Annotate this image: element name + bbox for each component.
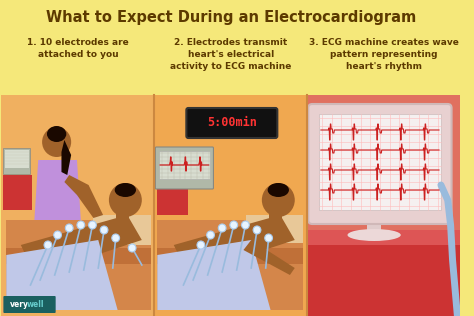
Text: 2. Electrodes transmit
heart's electrical
activity to ECG machine: 2. Electrodes transmit heart's electrica… — [170, 38, 292, 70]
Circle shape — [207, 231, 214, 239]
Circle shape — [77, 221, 85, 229]
Text: 1. 10 electrodes are
attached to you: 1. 10 electrodes are attached to you — [27, 38, 129, 59]
Bar — [155, 95, 307, 316]
Text: What to Expect During an Electrocardiogram: What to Expect During an Electrocardiogr… — [46, 10, 416, 25]
Bar — [159, 151, 210, 179]
Bar — [246, 215, 302, 243]
Text: 5:00min: 5:00min — [207, 117, 257, 130]
Ellipse shape — [47, 126, 66, 142]
Circle shape — [219, 224, 226, 232]
Bar — [269, 213, 282, 225]
Circle shape — [230, 221, 237, 229]
Circle shape — [54, 231, 62, 239]
Circle shape — [262, 183, 295, 217]
Bar — [157, 185, 188, 215]
FancyBboxPatch shape — [186, 108, 277, 138]
Circle shape — [265, 234, 273, 242]
Circle shape — [100, 226, 108, 234]
Ellipse shape — [268, 183, 289, 197]
Polygon shape — [34, 160, 81, 220]
Ellipse shape — [347, 229, 401, 241]
FancyBboxPatch shape — [3, 296, 55, 313]
Bar — [307, 230, 460, 245]
Circle shape — [44, 241, 52, 249]
Bar — [307, 95, 460, 316]
Polygon shape — [6, 240, 118, 310]
Circle shape — [89, 221, 96, 229]
Bar — [93, 215, 152, 245]
Polygon shape — [21, 215, 142, 275]
Circle shape — [197, 241, 205, 249]
Ellipse shape — [115, 183, 136, 197]
Circle shape — [128, 244, 136, 252]
Text: 3. ECG machine creates wave
pattern representing
heart's rhythm: 3. ECG machine creates wave pattern repr… — [309, 38, 459, 70]
Polygon shape — [157, 220, 302, 310]
Circle shape — [112, 234, 119, 242]
Polygon shape — [64, 175, 103, 218]
Circle shape — [109, 183, 142, 217]
Text: well: well — [27, 300, 44, 309]
Bar — [307, 230, 460, 316]
Bar — [3, 175, 32, 210]
Bar — [367, 215, 381, 235]
Bar — [3, 148, 30, 174]
Polygon shape — [174, 215, 295, 275]
Bar — [319, 114, 441, 210]
Text: very: very — [10, 300, 29, 309]
FancyBboxPatch shape — [308, 104, 452, 224]
Bar — [116, 213, 129, 225]
Bar — [5, 150, 28, 168]
Circle shape — [242, 221, 249, 229]
Circle shape — [65, 224, 73, 232]
Circle shape — [42, 127, 71, 157]
Polygon shape — [157, 248, 302, 264]
FancyBboxPatch shape — [155, 147, 213, 189]
Polygon shape — [157, 240, 271, 310]
Polygon shape — [6, 220, 152, 310]
Circle shape — [253, 226, 261, 234]
Polygon shape — [62, 140, 71, 175]
Polygon shape — [6, 248, 152, 264]
Polygon shape — [244, 240, 295, 275]
Bar — [1, 95, 155, 316]
